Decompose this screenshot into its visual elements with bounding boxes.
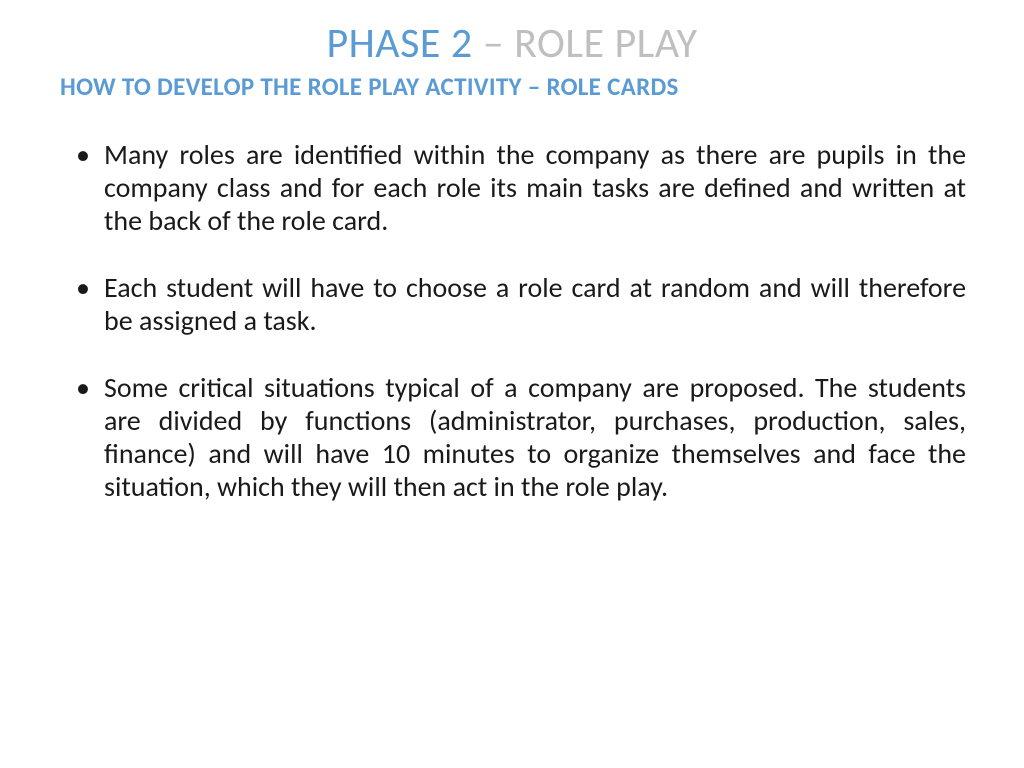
title-phase-text: PHASE 2 [326,18,472,69]
slide-subtitle: HOW TO DEVELOP THE ROLE PLAY ACTIVITY – … [58,71,966,102]
list-item: Some critical situations typical of a co… [104,371,966,503]
list-item: Each student will have to choose a role … [104,271,966,337]
slide-title: PHASE 2 – ROLE PLAY [58,18,966,69]
title-roleplay-text: ROLE PLAY [514,18,697,69]
list-item: Many roles are identified within the com… [104,138,966,237]
bullet-list: Many roles are identified within the com… [58,138,966,503]
title-separator: – [473,18,514,69]
